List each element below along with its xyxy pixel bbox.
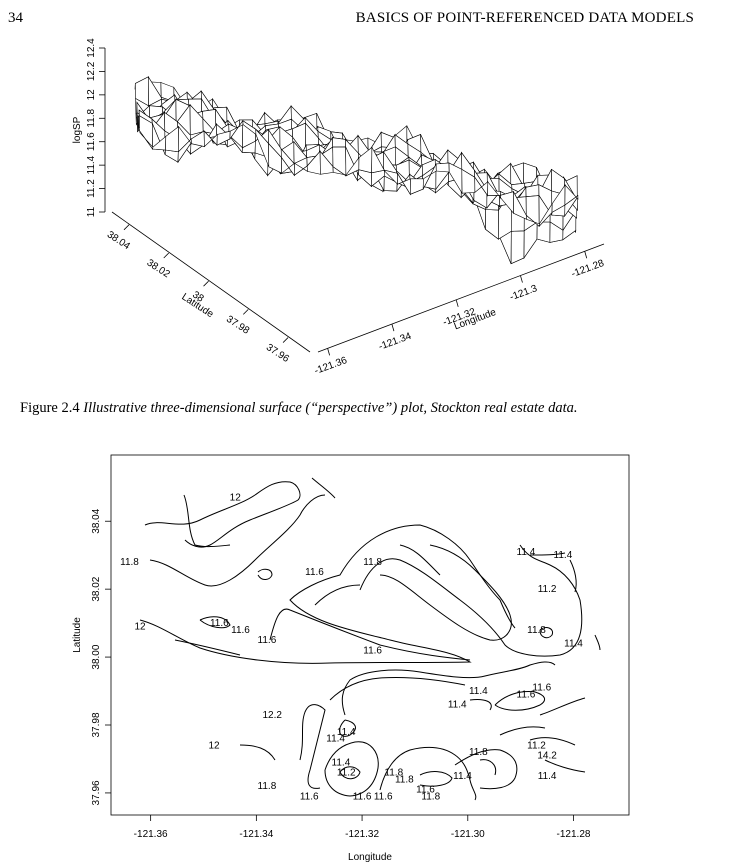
contour-label: 12.2 [262, 710, 282, 721]
contour-label: 11.6 [353, 791, 372, 802]
contour-y-label: Latitude [72, 617, 83, 653]
x-tick [584, 251, 588, 259]
contour-y-tick-label: 37.98 [91, 712, 102, 737]
x-tick [327, 348, 331, 356]
contour-label: 11.6 [532, 683, 551, 694]
contour-label: 11.6 [305, 567, 324, 578]
surface-facet [332, 137, 346, 148]
contour-x-ticks: -121.36 -121.34 -121.32 -121.30 -121.28 [134, 815, 591, 840]
contour-x-tick-label: -121.36 [134, 829, 168, 840]
contour-y-tick-label: 38.00 [91, 644, 102, 669]
z-axis-label: logSP [72, 116, 83, 143]
contour-label: 11.6 [374, 791, 393, 802]
contour-label: 11.6 [231, 625, 250, 636]
surface-facet [409, 178, 424, 195]
figure-caption-text: Illustrative three-dimensional surface (… [83, 400, 578, 416]
contour-label: 11.6 [300, 791, 319, 802]
contour-label: 11.4 [326, 734, 345, 745]
contour-label: 11.2 [337, 768, 356, 779]
plot-frame [110, 454, 630, 816]
surface-facet [435, 162, 450, 173]
contour-x-tick-label: -121.32 [345, 829, 379, 840]
contour-label: 11.4 [469, 686, 488, 697]
z-tick-label: 12 [86, 89, 97, 101]
contour-label: 12 [230, 492, 242, 503]
contour-label: 11.2 [538, 584, 557, 595]
x-tick-label: -121.34 [377, 331, 413, 353]
figure-caption-label: Figure 2.4 [20, 400, 80, 416]
contour-label: 11.8 [395, 774, 414, 785]
contour-label: 11.4 [538, 771, 557, 782]
contour-label: 11.4 [448, 700, 467, 711]
z-tick-label: 11 [86, 206, 97, 217]
contour-y-tick-label: 38.02 [91, 576, 102, 601]
contour-label: 12 [209, 740, 221, 751]
contour-y-tick-label: 37.96 [91, 780, 102, 805]
contour-label: 11.8 [384, 768, 403, 779]
contour-label: 11.2 [527, 740, 546, 751]
surface-facet [564, 184, 579, 206]
z-tick-label: 11.8 [86, 108, 97, 127]
z-axis-ticks: 11 11.2 11.4 11.6 11.8 12 12.2 12.4 [86, 38, 105, 217]
surface-facet [485, 209, 499, 240]
contour-label: 11.4 [337, 727, 356, 738]
y-tick-label: 37.96 [264, 342, 291, 365]
x-tick-label: -121.36 [313, 355, 349, 377]
contour-label: 11.8 [469, 747, 488, 758]
x-axis-line [317, 243, 605, 353]
page-number: 34 [8, 10, 23, 26]
contour-label: 11.8 [421, 791, 440, 802]
z-tick-label: 12.2 [86, 61, 97, 81]
z-tick-label: 11.6 [86, 132, 97, 151]
contour-label: 11.8 [258, 781, 277, 792]
y-tick-label: 38.02 [145, 257, 172, 280]
contour-label: 14.2 [537, 751, 557, 762]
z-tick-label: 11.4 [86, 155, 97, 174]
contour-x-tick-label: -121.28 [557, 829, 591, 840]
contour-label: 11.6 [517, 689, 536, 700]
x-tick [455, 299, 459, 307]
contour-label: 11.8 [120, 557, 139, 568]
x-tick [520, 275, 523, 283]
y-tick [203, 280, 209, 287]
running-title: BASICS OF POINT-REFERENCED DATA MODELS [355, 10, 694, 26]
contour-y-tick-label: 38.04 [91, 508, 102, 533]
x-tick-label: -121.3 [508, 283, 539, 303]
contour-y-ticks: 37.96 37.98 38.00 38.02 38.04 [91, 508, 111, 805]
z-tick-label: 11.2 [86, 179, 97, 198]
perspective-plot: 11 11.2 11.4 11.6 11.8 12 12.2 12.4 logSP 38.04… [72, 38, 606, 377]
contour-label: 11.4 [453, 771, 472, 782]
x-tick-label: -121.28 [570, 258, 606, 280]
surface-mesh [134, 75, 579, 265]
contour-label: 12 [135, 622, 147, 633]
y-axis-line [111, 211, 311, 353]
contour-lines [139, 477, 601, 801]
contour-label: 11.4 [517, 547, 536, 558]
contour-label: 11.4 [564, 638, 583, 649]
contour-label: 11.4 [332, 757, 351, 768]
x-axis-ticks: -121.36-121.34-121.32-121.3-121.28 [313, 251, 606, 377]
z-tick-label: 12.4 [86, 38, 97, 58]
contour-label: 11.6 [416, 785, 435, 796]
contour-x-tick-label: -121.34 [239, 829, 273, 840]
contour-label: 11.6 [363, 645, 382, 656]
y-tick [282, 337, 289, 343]
y-tick-label: 37.98 [224, 314, 251, 337]
x-tick [391, 323, 395, 332]
contour-label: 11.8 [363, 557, 382, 568]
surface-facet [510, 230, 525, 265]
contour-x-tick-label: -121.30 [451, 829, 485, 840]
y-tick [243, 309, 249, 315]
y-tick [163, 252, 170, 259]
contour-label: 11.4 [554, 550, 573, 561]
contour-label: 11.6 [258, 635, 277, 646]
y-tick [123, 224, 130, 231]
contour-x-label: Longitude [348, 852, 392, 863]
contour-label: 11.6 [210, 618, 229, 629]
figure-caption: Figure 2.4 Illustrative three-dimensiona… [20, 400, 577, 417]
y-tick-label: 38.04 [105, 229, 132, 252]
contour-label: 11.8 [527, 625, 546, 636]
